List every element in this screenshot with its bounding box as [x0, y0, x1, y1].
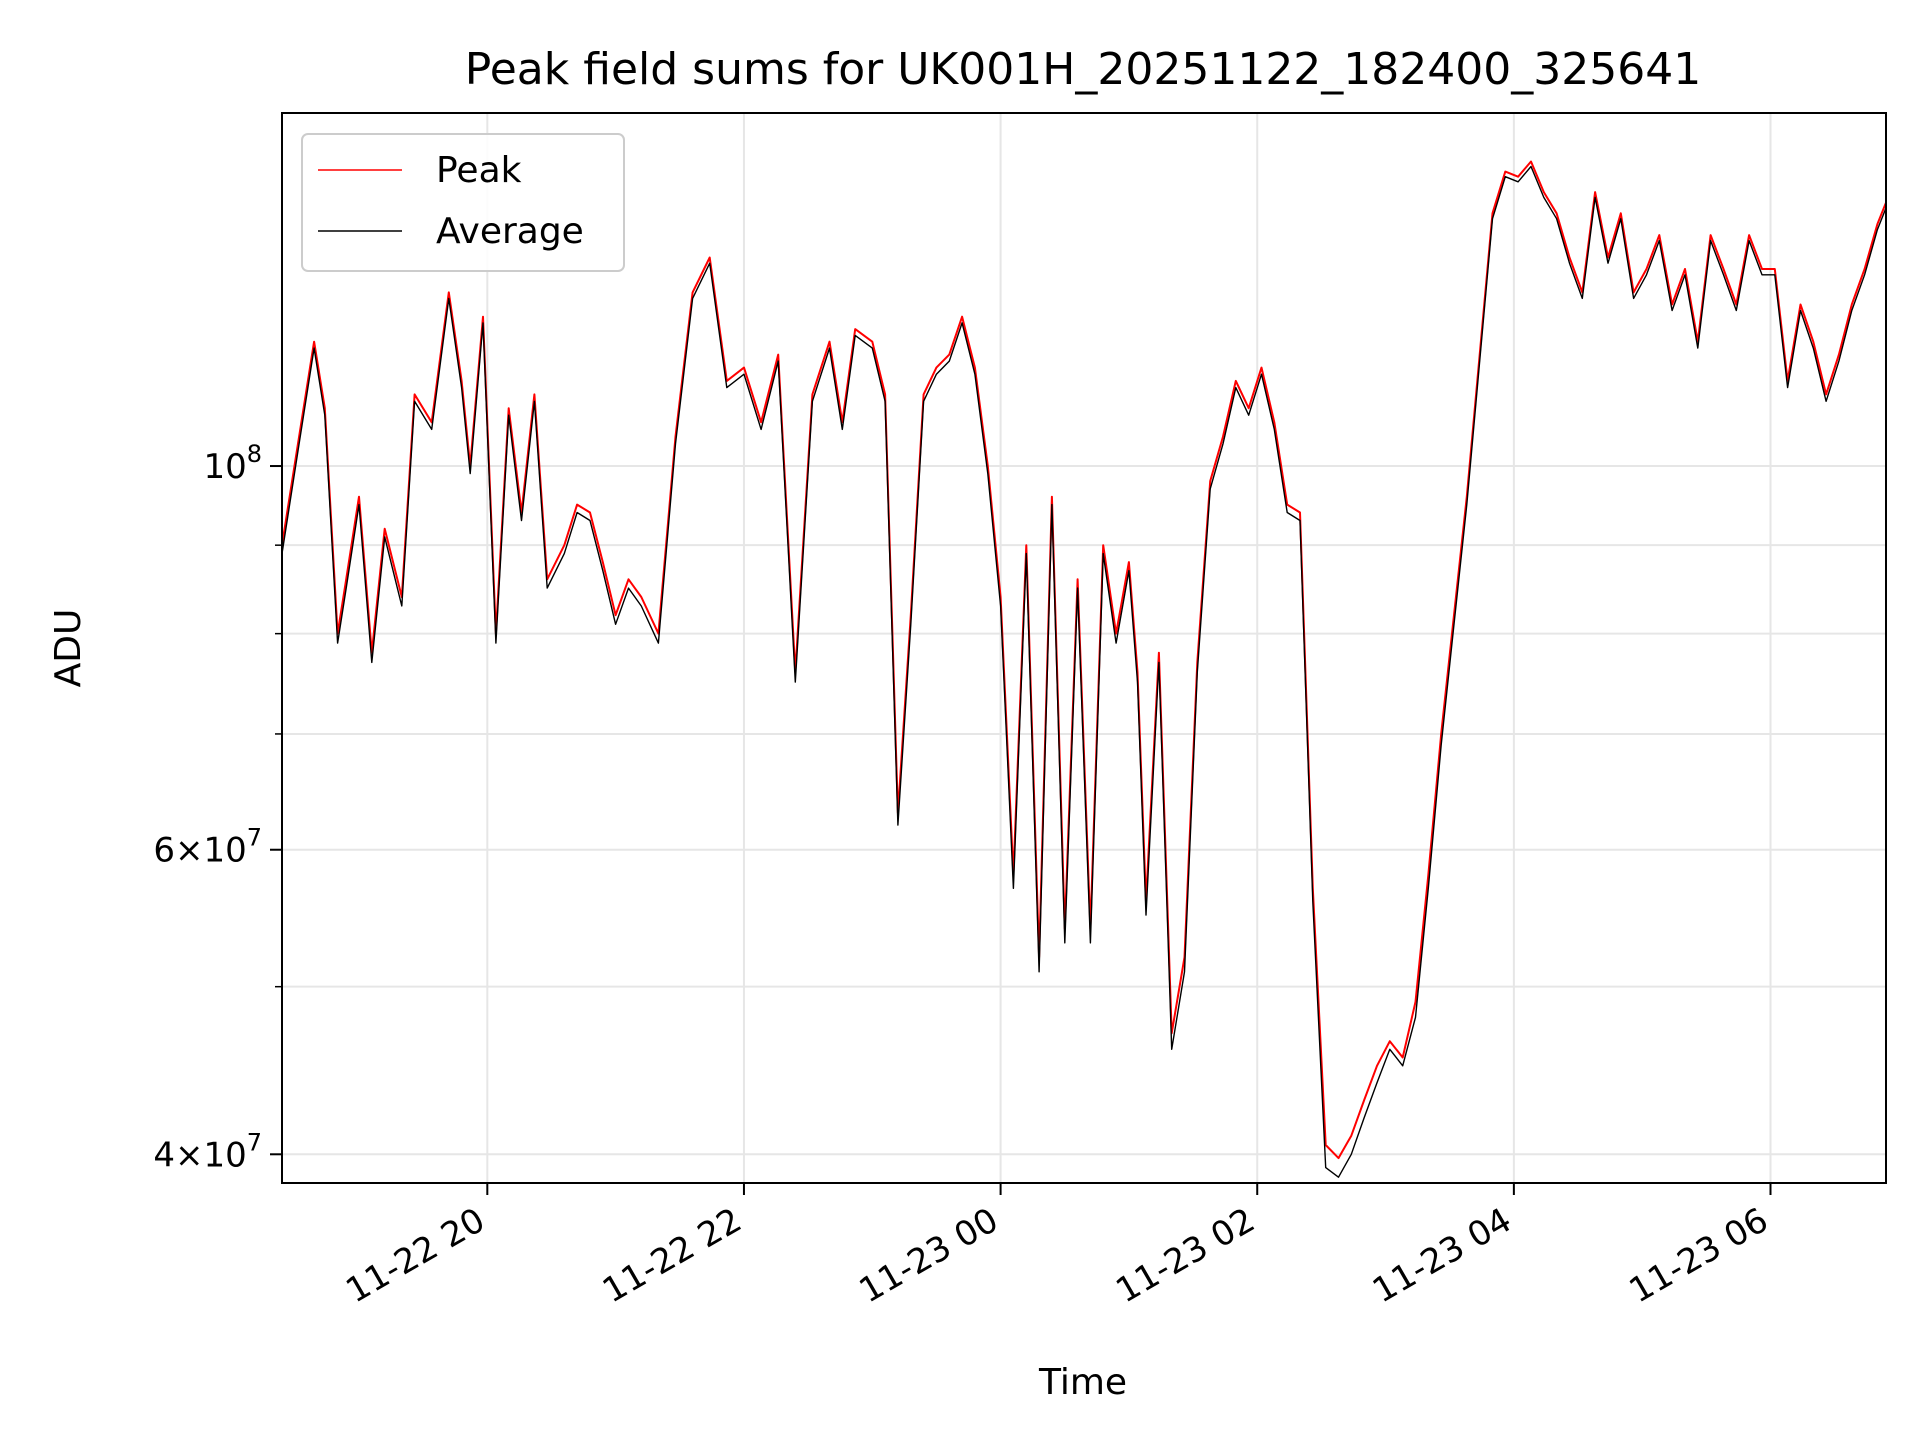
chart-title: Peak field sums for UK001H_20251122_1824… [465, 44, 1701, 95]
plot-area [282, 160, 1886, 1178]
y-tick-label: 108 [203, 440, 262, 487]
legend: Peak Average [301, 133, 625, 272]
y-tick-label: 4×107 [153, 1128, 262, 1175]
y-tick-label: 6×107 [153, 824, 262, 871]
x-axis-label: Time [1038, 1362, 1127, 1403]
axes-frame [281, 112, 1887, 1184]
grid [282, 113, 1886, 1183]
y-axis-label: ADU [48, 609, 89, 688]
y-axis-ticks: 4×107 6×107 108 [153, 440, 282, 1175]
legend-peak-label: Peak [436, 150, 522, 191]
legend-box [301, 133, 625, 272]
series-line-peak [282, 160, 1886, 1160]
legend-average-label: Average [436, 211, 584, 252]
series-line-average [282, 165, 1886, 1178]
